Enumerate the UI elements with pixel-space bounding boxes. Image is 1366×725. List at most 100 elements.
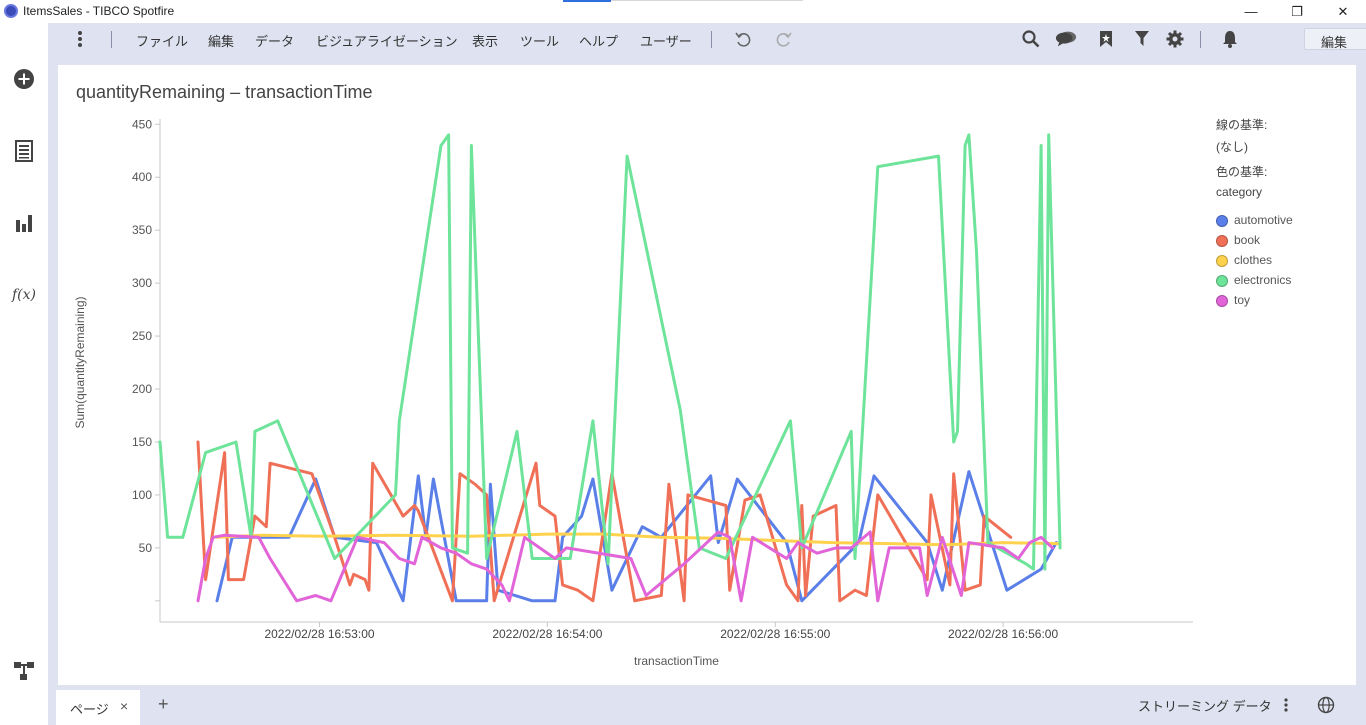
- menu-visualization[interactable]: ビジュアライゼーション: [316, 34, 458, 49]
- series-line-book[interactable]: [196, 440, 1013, 603]
- filter-button[interactable]: [1131, 29, 1153, 49]
- legend-label: toy: [1234, 293, 1251, 307]
- menu-edit[interactable]: 編集: [208, 34, 235, 49]
- data-table-button[interactable]: [12, 139, 36, 163]
- close-button[interactable]: ✕: [1320, 0, 1366, 23]
- legend-swatch: [1216, 275, 1228, 287]
- spotfire-logo-icon: [4, 4, 18, 18]
- minimize-button[interactable]: —: [1228, 0, 1274, 23]
- y-tick-label: 50: [139, 541, 153, 555]
- menu-tools[interactable]: ツール: [520, 34, 560, 49]
- add-button[interactable]: [12, 67, 36, 91]
- filter-icon: [1135, 31, 1149, 46]
- menu-separator: [711, 31, 712, 48]
- collaboration-button[interactable]: [1055, 29, 1077, 49]
- legend-color-by-title: 色の基準:: [1216, 165, 1268, 179]
- restore-button[interactable]: ❐: [1274, 0, 1320, 23]
- close-icon: ✕: [1337, 3, 1349, 19]
- mode-dropdown-value: 編集: [1321, 35, 1348, 50]
- x-tick-label: 2022/02/28 16:55:00: [720, 627, 830, 641]
- y-tick-label: 250: [132, 329, 152, 343]
- line-chart[interactable]: 50 100 150 200 250 300 350 400 450 2022/02/28 16:…: [57, 64, 1207, 686]
- window-title: ItemsSales - TIBCO Spotfire: [23, 4, 175, 18]
- streaming-data-label[interactable]: ストリーミング データ: [1138, 699, 1272, 714]
- more-menu-button[interactable]: [69, 29, 91, 49]
- bookmark-icon: [1100, 31, 1112, 47]
- settings-button[interactable]: [1164, 29, 1186, 49]
- menu-user[interactable]: ユーザー: [640, 34, 692, 49]
- search-icon: [1022, 30, 1040, 48]
- menu-view[interactable]: 表示: [472, 34, 499, 49]
- globe-icon: [1317, 696, 1335, 714]
- y-tick-label: 200: [132, 382, 152, 396]
- menu-separator: [111, 31, 112, 48]
- search-button[interactable]: [1020, 29, 1042, 49]
- gear-icon: [1166, 30, 1184, 48]
- flow-icon: [14, 662, 34, 680]
- comments-icon: [1055, 31, 1077, 47]
- page-tab-bar: ページ × + ストリーミング データ: [48, 688, 1366, 725]
- mode-dropdown[interactable]: 編集: [1304, 28, 1366, 50]
- legend-line-by-title: 線の基準:: [1216, 118, 1268, 132]
- redo-button[interactable]: [773, 29, 795, 49]
- series-line-toy[interactable]: [196, 530, 1054, 603]
- language-button[interactable]: [1315, 695, 1337, 715]
- menu-bar: ファイル 編集 データ ビジュアライゼーション 表示 ツール ヘルプ ユーザー: [48, 23, 1366, 55]
- left-sidebar: f(x): [0, 23, 48, 725]
- legend-label: electronics: [1234, 273, 1292, 287]
- menu-data[interactable]: データ: [255, 34, 295, 49]
- x-tick-label: 2022/02/28 16:56:00: [948, 627, 1058, 641]
- title-bar: ItemsSales - TIBCO Spotfire — ❐ ✕: [0, 0, 1366, 23]
- y-tick-label: 300: [132, 276, 152, 290]
- x-tick-label: 2022/02/28 16:54:00: [492, 627, 602, 641]
- more-vertical-icon: [1284, 698, 1288, 712]
- legend-swatch: [1216, 215, 1228, 227]
- legend-line-by-value[interactable]: (なし): [1216, 140, 1248, 154]
- legend-label: clothes: [1234, 253, 1273, 267]
- series-line-electronics[interactable]: [158, 133, 1062, 571]
- title-accent: [563, 0, 611, 2]
- legend-swatch: [1216, 295, 1228, 307]
- title-accent-line: [611, 0, 803, 1]
- y-tick-label: 400: [132, 170, 152, 184]
- menu-separator: [1200, 31, 1201, 48]
- page-tab-label: ページ: [70, 702, 109, 717]
- x-tick-label: 2022/02/28 16:53:00: [264, 627, 374, 641]
- add-icon: [14, 69, 34, 89]
- legend-swatch: [1216, 235, 1228, 247]
- legend-label: automotive: [1234, 213, 1293, 227]
- notifications-button[interactable]: [1219, 29, 1241, 49]
- x-axis-label: transactionTime: [634, 654, 719, 668]
- y-tick-label: 350: [132, 223, 152, 237]
- visualization-panel[interactable]: [57, 64, 1357, 686]
- menu-help[interactable]: ヘルプ: [579, 34, 619, 49]
- function-icon: f(x): [12, 287, 37, 303]
- function-button[interactable]: f(x): [12, 283, 36, 307]
- y-tick-label: 150: [132, 435, 152, 449]
- undo-icon: [735, 32, 751, 47]
- undo-button[interactable]: [732, 29, 754, 49]
- add-page-button[interactable]: +: [158, 694, 169, 714]
- y-tick-label: 450: [132, 117, 152, 131]
- visualization-title: quantityRemaining – transactionTime: [76, 82, 373, 102]
- bookmark-button[interactable]: [1095, 29, 1117, 49]
- y-axis-label: Sum(quantityRemaining): [73, 296, 87, 428]
- bar-chart-icon: [16, 215, 32, 232]
- menu-file[interactable]: ファイル: [136, 34, 189, 49]
- visualization-button[interactable]: [12, 211, 36, 235]
- data-table-icon: [15, 140, 33, 162]
- redo-icon: [776, 32, 792, 47]
- legend-color-by-value[interactable]: category: [1216, 185, 1263, 199]
- page-tab-close-icon[interactable]: ×: [120, 698, 129, 714]
- data-flow-button[interactable]: [12, 659, 36, 683]
- minimize-icon: —: [1244, 4, 1258, 19]
- legend-label: book: [1234, 233, 1261, 247]
- bell-icon: [1223, 31, 1237, 48]
- y-tick-label: 100: [132, 488, 152, 502]
- series-line-clothes[interactable]: [215, 532, 1062, 547]
- restore-icon: ❐: [1291, 3, 1303, 19]
- page-tab[interactable]: ページ ×: [56, 690, 140, 725]
- legend-swatch: [1216, 255, 1228, 267]
- streaming-more-button[interactable]: [1275, 695, 1297, 715]
